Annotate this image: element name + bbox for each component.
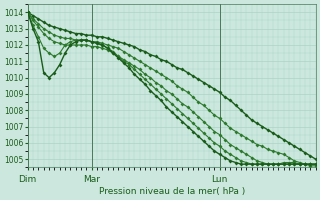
- X-axis label: Pression niveau de la mer( hPa ): Pression niveau de la mer( hPa ): [99, 187, 245, 196]
